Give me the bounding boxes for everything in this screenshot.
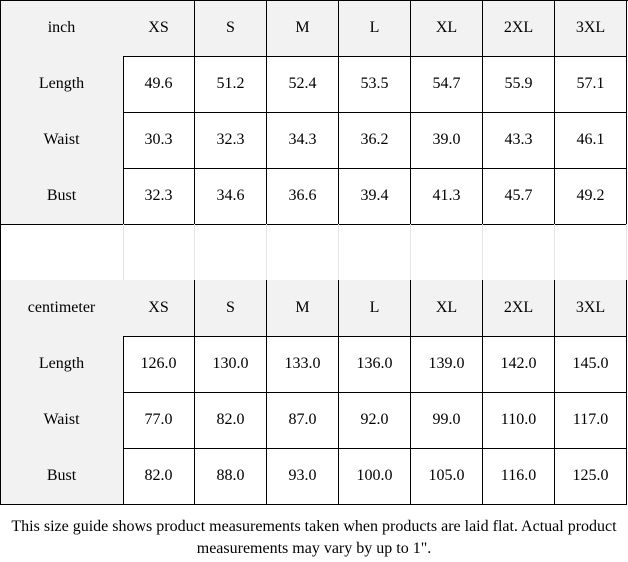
- row-label: Length: [0, 56, 124, 113]
- value-cell: 45.7: [483, 168, 555, 225]
- value-cell: 88.0: [195, 448, 267, 505]
- row-label: Bust: [0, 448, 124, 505]
- value-cell: 92.0: [339, 392, 411, 449]
- value-cell: 49.2: [555, 168, 627, 225]
- value-cell: 55.9: [483, 56, 555, 113]
- header-cell: M: [267, 0, 339, 57]
- value-cell: 43.3: [483, 112, 555, 169]
- header-cell: XS: [123, 0, 195, 57]
- header-cell: 2XL: [483, 0, 555, 57]
- value-cell: 39.4: [339, 168, 411, 225]
- spacer-cell: [483, 224, 555, 281]
- value-cell: 32.3: [123, 168, 195, 225]
- value-cell: 39.0: [411, 112, 483, 169]
- header-cell: XL: [411, 0, 483, 57]
- spacer-cell: [411, 224, 483, 281]
- value-cell: 110.0: [483, 392, 555, 449]
- value-cell: 93.0: [267, 448, 339, 505]
- spacer-cell: [123, 224, 195, 281]
- header-cell: inch: [0, 0, 124, 57]
- row-label: Waist: [0, 112, 124, 169]
- value-cell: 36.6: [267, 168, 339, 225]
- value-cell: 82.0: [195, 392, 267, 449]
- spacer-cell: [555, 224, 627, 281]
- value-cell: 41.3: [411, 168, 483, 225]
- value-cell: 57.1: [555, 56, 627, 113]
- header-cell: 3XL: [555, 280, 627, 337]
- spacer-cell: [267, 224, 339, 281]
- value-cell: 105.0: [411, 448, 483, 505]
- value-cell: 34.6: [195, 168, 267, 225]
- header-cell: L: [339, 280, 411, 337]
- value-cell: 126.0: [123, 336, 195, 393]
- value-cell: 125.0: [555, 448, 627, 505]
- value-cell: 32.3: [195, 112, 267, 169]
- value-cell: 116.0: [483, 448, 555, 505]
- row-label: Bust: [0, 168, 124, 225]
- value-cell: 54.7: [411, 56, 483, 113]
- value-cell: 77.0: [123, 392, 195, 449]
- header-cell: XS: [123, 280, 195, 337]
- header-cell: 3XL: [555, 0, 627, 57]
- header-cell: M: [267, 280, 339, 337]
- header-cell: XL: [411, 280, 483, 337]
- border: [0, 0, 1, 505]
- value-cell: 49.6: [123, 56, 195, 113]
- value-cell: 117.0: [555, 392, 627, 449]
- spacer-cell: [195, 224, 267, 281]
- value-cell: 142.0: [483, 336, 555, 393]
- value-cell: 99.0: [411, 392, 483, 449]
- value-cell: 53.5: [339, 56, 411, 113]
- header-cell: centimeter: [0, 280, 124, 337]
- spacer-cell: [0, 224, 124, 281]
- value-cell: 36.2: [339, 112, 411, 169]
- value-cell: 136.0: [339, 336, 411, 393]
- header-cell: L: [339, 0, 411, 57]
- value-cell: 30.3: [123, 112, 195, 169]
- value-cell: 34.3: [267, 112, 339, 169]
- header-cell: 2XL: [483, 280, 555, 337]
- row-label: Length: [0, 336, 124, 393]
- value-cell: 52.4: [267, 56, 339, 113]
- value-cell: 145.0: [555, 336, 627, 393]
- value-cell: 130.0: [195, 336, 267, 393]
- header-cell: S: [195, 0, 267, 57]
- value-cell: 46.1: [555, 112, 627, 169]
- border: [0, 0, 628, 1]
- spacer-cell: [339, 224, 411, 281]
- value-cell: 100.0: [339, 448, 411, 505]
- row-label: Waist: [0, 392, 124, 449]
- header-cell: S: [195, 280, 267, 337]
- value-cell: 51.2: [195, 56, 267, 113]
- value-cell: 82.0: [123, 448, 195, 505]
- value-cell: 139.0: [411, 336, 483, 393]
- note: This size guide shows product measuremen…: [11, 518, 617, 557]
- value-cell: 133.0: [267, 336, 339, 393]
- size-table: inch XS S M L XL 2XL 3XL Length 49.6 51.2 52.4 53.5 5…: [0, 0, 628, 505]
- value-cell: 87.0: [267, 392, 339, 449]
